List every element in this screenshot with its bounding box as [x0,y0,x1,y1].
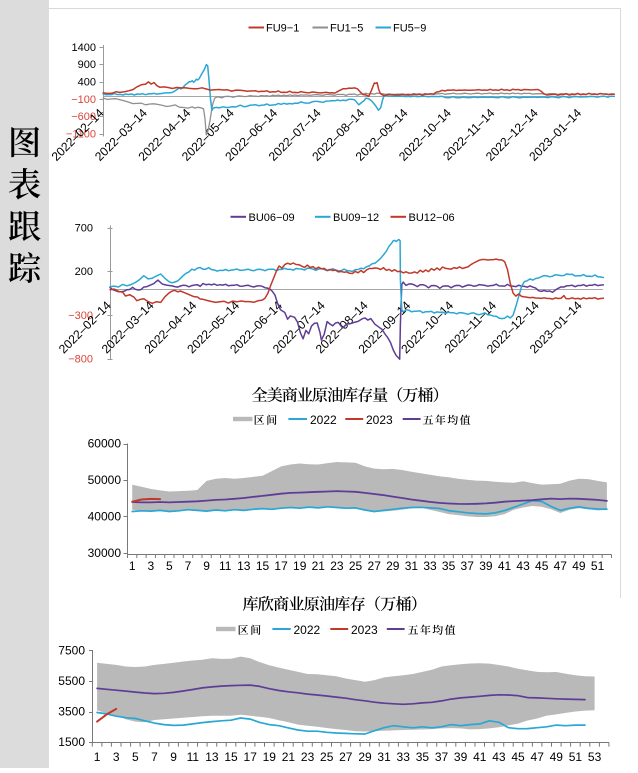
svg-text:FU1−5: FU1−5 [330,23,363,35]
svg-text:11: 11 [187,750,200,764]
svg-text:7: 7 [151,750,158,764]
svg-text:27: 27 [339,750,353,764]
svg-text:−800: −800 [68,354,93,366]
svg-text:400: 400 [78,77,96,89]
svg-text:53: 53 [588,750,602,764]
svg-text:35: 35 [442,559,456,573]
svg-text:2022: 2022 [294,623,321,637]
svg-text:9: 9 [170,750,177,764]
svg-text:1: 1 [129,559,136,573]
svg-text:13: 13 [205,750,219,764]
svg-text:19: 19 [293,559,307,573]
svg-text:29: 29 [358,750,372,764]
svg-text:1: 1 [94,750,101,764]
svg-text:2023: 2023 [351,623,378,637]
svg-text:41: 41 [498,559,512,573]
svg-text:37: 37 [435,750,449,764]
svg-text:29: 29 [386,559,400,573]
svg-text:−1100: −1100 [66,128,96,140]
svg-text:2022: 2022 [310,413,337,427]
svg-text:−300: −300 [68,310,93,322]
svg-text:49: 49 [572,559,586,573]
svg-text:5: 5 [166,559,173,573]
svg-text:60000: 60000 [88,437,122,451]
svg-text:2023: 2023 [366,413,393,427]
svg-text:700: 700 [75,223,93,235]
svg-text:1500: 1500 [58,735,85,749]
svg-text:13: 13 [237,559,251,573]
svg-text:33: 33 [397,750,411,764]
svg-text:37: 37 [461,559,475,573]
svg-text:11: 11 [219,559,232,573]
svg-text:3: 3 [113,750,120,764]
svg-text:BU09−12: BU09−12 [333,212,379,224]
svg-text:23: 23 [330,559,344,573]
svg-text:47: 47 [554,559,568,573]
svg-text:7500: 7500 [58,644,85,658]
svg-text:43: 43 [516,559,530,573]
svg-text:25: 25 [320,750,334,764]
svg-text:50000: 50000 [88,473,122,487]
svg-text:51: 51 [569,750,583,764]
svg-text:7: 7 [185,559,192,573]
svg-text:3: 3 [147,559,154,573]
svg-text:31: 31 [405,559,419,573]
svg-text:39: 39 [454,750,468,764]
svg-text:41: 41 [473,750,487,764]
svg-text:5: 5 [132,750,139,764]
svg-text:25: 25 [349,559,363,573]
svg-text:−600: −600 [71,111,96,123]
svg-text:30000: 30000 [88,546,122,560]
svg-text:17: 17 [244,750,258,764]
svg-text:5500: 5500 [58,674,85,688]
svg-text:3500: 3500 [58,705,85,719]
svg-text:9: 9 [203,559,210,573]
svg-text:−100: −100 [71,94,96,106]
svg-text:21: 21 [312,559,326,573]
svg-text:45: 45 [511,750,525,764]
svg-text:BU12−06: BU12−06 [409,212,455,224]
svg-text:35: 35 [416,750,430,764]
svg-text:33: 33 [423,559,437,573]
svg-text:15: 15 [256,559,270,573]
svg-text:FU5−9: FU5−9 [393,23,426,35]
svg-text:15: 15 [224,750,238,764]
svg-text:45: 45 [535,559,549,573]
svg-text:27: 27 [368,559,382,573]
svg-text:51: 51 [591,559,605,573]
svg-text:900: 900 [78,59,96,71]
svg-text:47: 47 [531,750,545,764]
svg-text:200: 200 [75,266,93,278]
svg-text:21: 21 [282,750,296,764]
svg-text:23: 23 [301,750,315,764]
svg-text:40000: 40000 [88,510,122,524]
svg-text:FU9−1: FU9−1 [266,23,299,35]
svg-text:39: 39 [479,559,493,573]
svg-text:43: 43 [492,750,506,764]
svg-text:BU06−09: BU06−09 [249,212,295,224]
svg-text:17: 17 [274,559,288,573]
svg-text:19: 19 [263,750,277,764]
svg-text:31: 31 [377,750,391,764]
svg-text:49: 49 [550,750,564,764]
svg-text:1400: 1400 [72,42,96,54]
